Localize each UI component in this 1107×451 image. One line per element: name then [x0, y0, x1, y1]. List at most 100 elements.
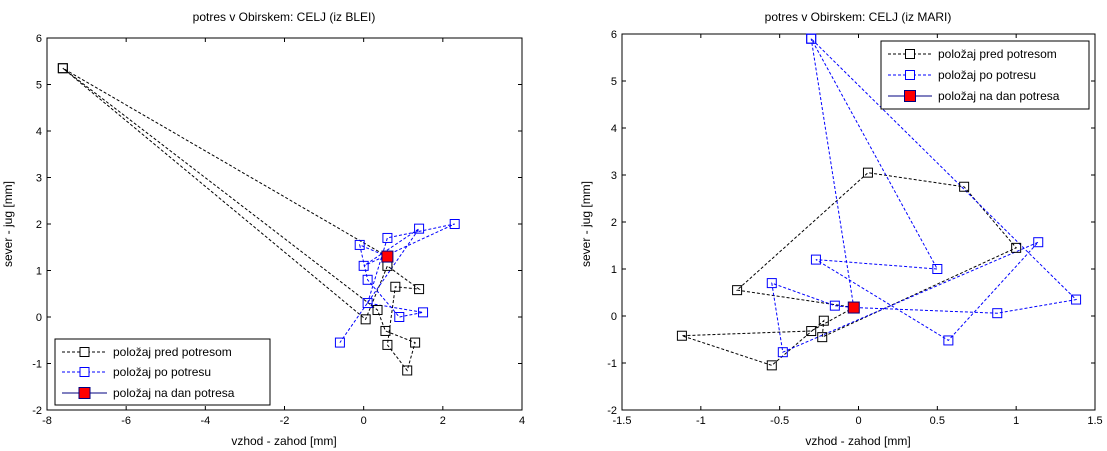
data-point: [358, 260, 369, 271]
y-tick-label: 2: [611, 217, 617, 229]
y-tick-label: 1: [36, 266, 42, 278]
data-point: [360, 314, 371, 325]
legend-box: [54, 338, 271, 406]
data-point: [394, 312, 405, 322]
x-tick-label: 0: [855, 415, 861, 427]
data-point: [862, 167, 873, 178]
x-tick-label: 4: [519, 415, 525, 427]
series-layer: [57, 63, 460, 376]
y-tick-label: 5: [611, 76, 617, 88]
x-tick-label: 1.5: [1087, 415, 1102, 427]
y-tick-label: 0: [611, 311, 617, 323]
legend-label: položaj na dan potresa: [938, 89, 1060, 103]
data-point: [959, 181, 970, 192]
y-tick-label: 1: [611, 264, 617, 276]
x-tick-label: -4: [200, 415, 210, 427]
data-point: [449, 219, 460, 229]
x-tick-label: -1: [696, 415, 706, 427]
data-point: [418, 307, 429, 318]
y-tick-label: 0: [36, 312, 42, 324]
data-point: [806, 33, 817, 44]
data-point: [1011, 242, 1022, 253]
x-tick-group: -1.5 -1 -0.5 0 0.5 1 1.5: [613, 34, 1103, 427]
data-point: [402, 365, 413, 376]
data-point: [382, 232, 393, 243]
legend: položaj pred potresom položaj po potresu…: [880, 40, 1090, 110]
x-tick-label: -6: [121, 415, 131, 427]
y-axis-label: sever - jug [mm]: [579, 181, 593, 267]
chart-mari: potres v Obirskem: CELJ (iz MARI) -1.5 -1…: [579, 10, 1103, 448]
y-tick-label: 3: [611, 170, 617, 182]
data-point: [380, 325, 391, 336]
data-point: [362, 274, 373, 285]
x-tick-label: -1.5: [613, 415, 632, 427]
legend-label: položaj po potresu: [938, 68, 1036, 82]
data-point: [1033, 237, 1044, 248]
y-tick-label: 2: [36, 219, 42, 231]
y-tick-group: -2 -1 0 1 2 3 4 5 6: [32, 33, 522, 417]
data-point: [1071, 294, 1082, 305]
x-tick-label: -8: [42, 415, 52, 427]
data-point: [676, 330, 687, 341]
x-tick-label: 2: [440, 415, 446, 427]
legend-label: položaj po potresu: [113, 365, 211, 379]
data-point: [810, 254, 821, 265]
legend-entry-pred: položaj pred potresom: [62, 345, 232, 359]
data-point: [334, 337, 345, 348]
y-tick-group: -2 -1 0 1 2 3 4 5 6: [607, 29, 1095, 417]
data-point: [766, 278, 777, 289]
series-line-1: [771, 38, 1078, 353]
y-tick-label: 6: [611, 29, 617, 41]
x-tick-label: 1: [1013, 415, 1019, 427]
legend-entry-dan: položaj na dan potresa: [62, 386, 235, 400]
y-tick-label: -2: [607, 405, 617, 417]
legend-label: položaj pred potresom: [113, 345, 232, 359]
x-axis-label: vzhod - zahod [mm]: [231, 434, 336, 448]
x-axis-label: vzhod - zahod [mm]: [805, 434, 910, 448]
data-point: [414, 284, 425, 295]
y-tick-label: -1: [32, 359, 42, 371]
data-point: [414, 223, 425, 234]
chart-title: potres v Obirskem: CELJ (iz MARI): [765, 10, 952, 24]
chart-title: potres v Obirskem: CELJ (iz BLEI): [193, 10, 376, 24]
data-point: [766, 360, 777, 371]
data-point: [390, 281, 401, 292]
legend-label: položaj pred potresom: [938, 47, 1057, 61]
y-axis-label: sever - jug [mm]: [1, 181, 15, 267]
y-tick-label: -2: [32, 405, 42, 417]
legend-label: položaj na dan potresa: [113, 386, 235, 400]
y-tick-label: 3: [36, 173, 42, 185]
data-point: [818, 315, 829, 326]
data-point: [354, 239, 365, 250]
data-point: [943, 335, 954, 346]
data-point: [410, 337, 421, 348]
data-point: [932, 264, 943, 274]
data-point: [806, 326, 817, 337]
series-line-0: [681, 172, 1018, 366]
y-tick-label: 6: [36, 33, 42, 45]
series-line-0: [62, 67, 421, 372]
data-point: [777, 347, 788, 358]
legend-entry-dan: položaj na dan potresa: [888, 89, 1060, 103]
data-point: [817, 332, 828, 343]
data-point: [57, 63, 68, 74]
legend-entry-po: položaj po potresu: [888, 68, 1036, 82]
data-point: [382, 339, 393, 350]
data-point-na-dan: [847, 301, 860, 314]
y-tick-label: 4: [36, 126, 42, 138]
y-tick-label: 5: [36, 80, 42, 92]
legend: položaj pred potresom položaj po potresu…: [54, 338, 271, 406]
x-tick-label: 0.5: [930, 415, 945, 427]
legend-entry-pred: položaj pred potresom: [888, 47, 1057, 61]
x-tick-label: 0: [361, 415, 367, 427]
y-tick-label: 4: [611, 123, 617, 135]
legend-entry-po: položaj po potresu: [62, 365, 211, 379]
series-layer: [676, 33, 1082, 371]
y-tick-label: -1: [607, 358, 617, 370]
data-point: [829, 300, 840, 311]
data-point: [992, 308, 1003, 319]
data-point-na-dan: [381, 250, 394, 263]
x-tick-group: -8 -6 -4 -2 0 2 4: [42, 38, 525, 427]
data-point: [362, 298, 373, 309]
